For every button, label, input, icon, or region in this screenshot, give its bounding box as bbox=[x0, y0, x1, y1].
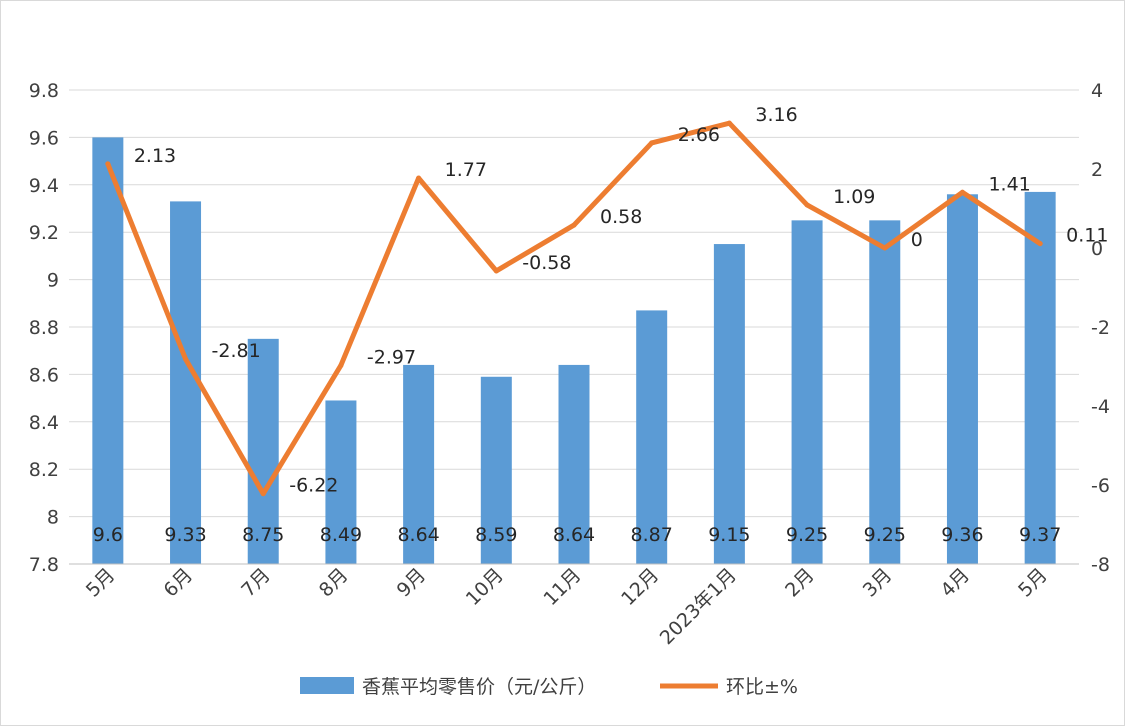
line-point bbox=[571, 222, 577, 228]
bar-value-label: 9.6 bbox=[93, 524, 123, 546]
y-right-tick-label: -2 bbox=[1091, 317, 1110, 339]
line-value-label: 1.09 bbox=[833, 186, 875, 208]
bar bbox=[869, 220, 901, 564]
bar-value-label: 8.87 bbox=[631, 524, 673, 546]
line-value-label: 0.58 bbox=[600, 206, 642, 228]
line-point bbox=[804, 202, 810, 208]
line-point bbox=[416, 175, 422, 181]
line-point bbox=[882, 245, 888, 251]
y-left-tick-label: 9.4 bbox=[29, 175, 59, 197]
bar-series bbox=[92, 137, 1056, 565]
y-left-tick-label: 9.2 bbox=[29, 222, 59, 244]
y-right-tick-label: 2 bbox=[1091, 159, 1103, 181]
bar-value-label: 8.75 bbox=[242, 524, 284, 546]
bar-value-label: 8.59 bbox=[475, 524, 517, 546]
line-value-label: 0.11 bbox=[1066, 225, 1108, 247]
y-left-tick-label: 8.4 bbox=[29, 412, 59, 434]
legend-bar-swatch bbox=[300, 677, 354, 694]
line-series bbox=[105, 120, 1043, 497]
legend-line-label: 环比±% bbox=[726, 676, 798, 698]
line-point bbox=[105, 161, 111, 167]
line-point bbox=[338, 362, 344, 368]
legend: 香蕉平均零售价（元/公斤） 环比±% bbox=[300, 676, 798, 698]
y-left-tick-label: 8.6 bbox=[29, 364, 59, 386]
y-right-tick-label: 0 bbox=[1091, 238, 1103, 260]
line-value-label: -2.97 bbox=[367, 346, 416, 368]
bar-value-label: 9.37 bbox=[1019, 524, 1061, 546]
line-value-label: -2.81 bbox=[212, 340, 261, 362]
bar bbox=[946, 194, 978, 564]
line-value-label: 2.13 bbox=[134, 145, 176, 167]
bar-value-label: 9.36 bbox=[941, 524, 983, 546]
bar-value-label: 8.49 bbox=[320, 524, 362, 546]
y-left-tick-label: 7.8 bbox=[29, 554, 59, 576]
y-left-tick-label: 8.8 bbox=[29, 317, 59, 339]
line-point bbox=[183, 356, 189, 362]
y-left-tick-label: 8.2 bbox=[29, 459, 59, 481]
line-value-label: 0 bbox=[911, 229, 923, 251]
y-axis-left: 7.8 8 8.2 8.4 8.6 8.8 9 9.2 9.4 9.6 9.8 bbox=[29, 80, 59, 576]
line-value-label: 1.41 bbox=[988, 173, 1030, 195]
bar bbox=[480, 376, 512, 564]
line-value-label: 3.16 bbox=[755, 104, 797, 126]
line-value-label: -0.58 bbox=[522, 252, 571, 274]
y-left-tick-label: 8 bbox=[47, 507, 59, 529]
bar-value-label: 9.15 bbox=[708, 524, 750, 546]
line-point bbox=[959, 189, 965, 195]
bar bbox=[713, 244, 745, 565]
line-point bbox=[260, 491, 266, 497]
y-left-tick-label: 9 bbox=[47, 270, 59, 292]
data-labels: 9.6 9.33 8.75 8.49 8.64 8.59 8.64 8.87 9.15 9.25 9… bbox=[93, 104, 1109, 546]
bar bbox=[92, 137, 124, 564]
line-value-label: -6.22 bbox=[289, 475, 338, 497]
y-axis-right: -8 -6 -4 -2 0 2 4 bbox=[1091, 80, 1110, 576]
line-point bbox=[493, 268, 499, 274]
line-point bbox=[1037, 241, 1043, 247]
line-point bbox=[726, 120, 732, 126]
bar bbox=[558, 364, 590, 564]
line-value-label: 2.66 bbox=[678, 124, 720, 146]
y-left-tick-label: 9.8 bbox=[29, 80, 59, 102]
y-right-tick-label: -6 bbox=[1091, 475, 1110, 497]
bar bbox=[636, 310, 668, 564]
line-point bbox=[649, 140, 655, 146]
bar-value-label: 8.64 bbox=[553, 524, 595, 546]
y-right-tick-label: 4 bbox=[1091, 80, 1103, 102]
bar bbox=[325, 400, 357, 564]
y-left-tick-label: 9.6 bbox=[29, 127, 59, 149]
bar-value-label: 9.25 bbox=[786, 524, 828, 546]
bar bbox=[247, 338, 279, 564]
bar-value-label: 9.25 bbox=[864, 524, 906, 546]
bar bbox=[791, 220, 823, 564]
y-right-tick-label: -4 bbox=[1091, 396, 1110, 418]
legend-bar-label: 香蕉平均零售价（元/公斤） bbox=[362, 676, 596, 698]
bar bbox=[403, 364, 435, 564]
line-value-label: 1.77 bbox=[445, 159, 487, 181]
bar bbox=[1024, 191, 1056, 564]
bar-value-label: 9.33 bbox=[164, 524, 206, 546]
bar bbox=[170, 201, 202, 564]
y-right-tick-label: -8 bbox=[1091, 554, 1110, 576]
bar-value-label: 8.64 bbox=[397, 524, 439, 546]
